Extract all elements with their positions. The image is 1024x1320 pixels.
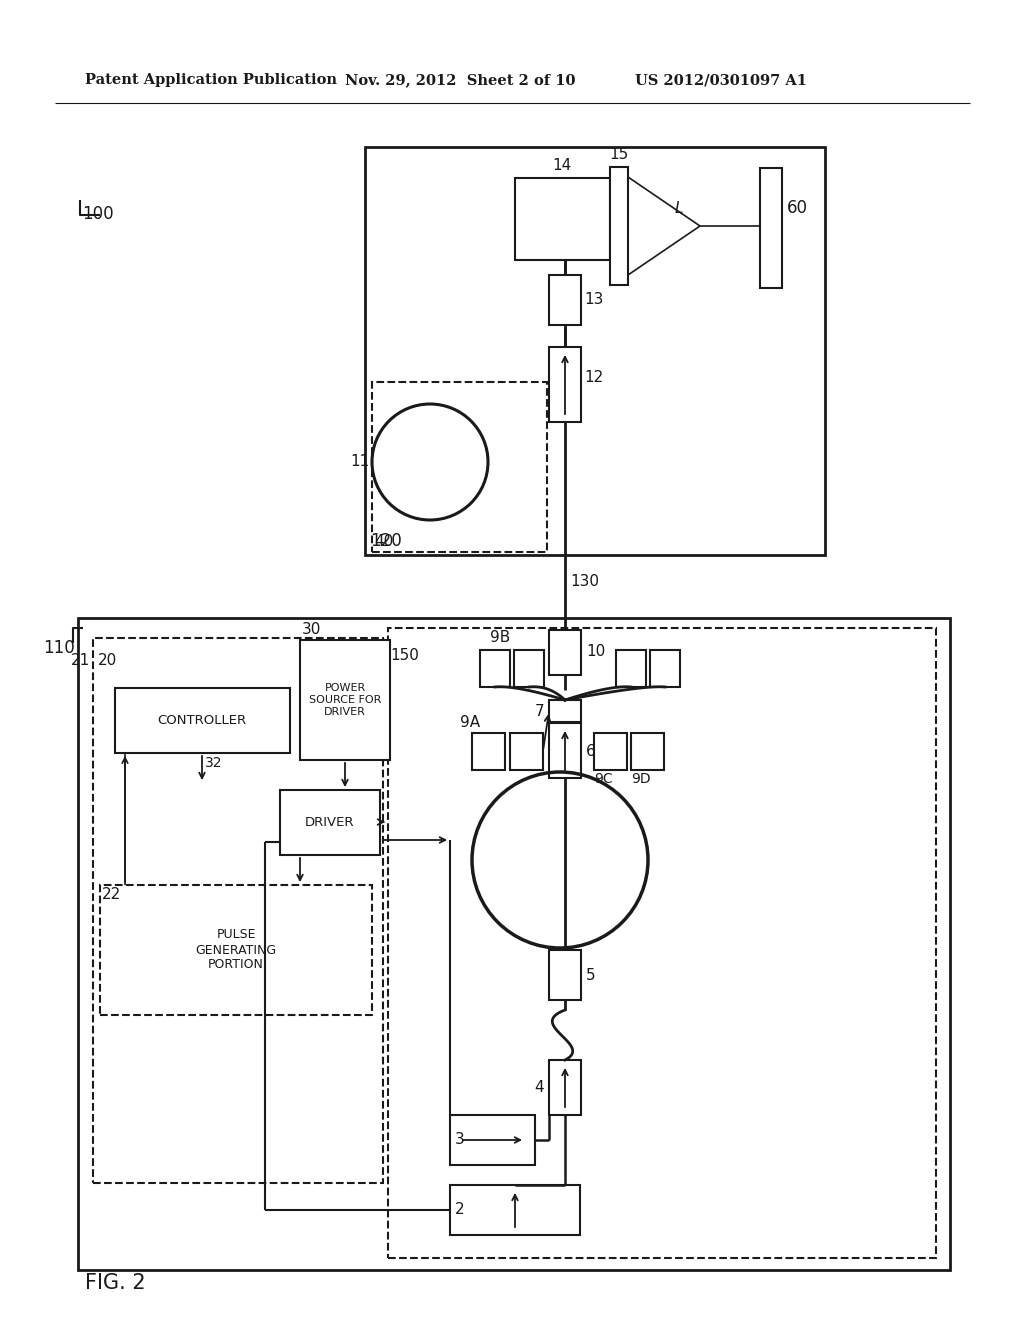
Bar [594, 733, 627, 770]
Text: 13: 13 [584, 293, 603, 308]
Text: 32: 32 [205, 756, 222, 770]
Bar [549, 1060, 581, 1115]
Text: 150: 150 [390, 648, 419, 663]
Text: Nov. 29, 2012  Sheet 2 of 10: Nov. 29, 2012 Sheet 2 of 10 [345, 73, 575, 87]
Text: 9A: 9A [460, 715, 480, 730]
Bar [450, 1115, 535, 1166]
Text: 9B: 9B [490, 630, 510, 645]
Bar [480, 649, 510, 686]
Bar [388, 628, 936, 1258]
Bar [549, 347, 581, 422]
Text: 10: 10 [586, 644, 605, 660]
Text: 3: 3 [455, 1133, 465, 1147]
Text: CONTROLLER: CONTROLLER [158, 714, 247, 726]
Bar [549, 700, 581, 722]
Bar [280, 789, 380, 855]
Text: 11: 11 [351, 454, 370, 470]
Text: 12: 12 [584, 370, 603, 384]
Bar [549, 630, 581, 675]
Bar [610, 168, 628, 285]
Text: Patent Application Publication: Patent Application Publication [85, 73, 337, 87]
Bar [93, 638, 383, 1183]
Text: PULSE
GENERATING
PORTION: PULSE GENERATING PORTION [196, 928, 276, 972]
Bar [549, 950, 581, 1001]
Text: 6: 6 [586, 743, 596, 759]
Bar [760, 168, 782, 288]
Text: 9D: 9D [631, 772, 650, 785]
Bar [510, 733, 543, 770]
Text: 9C: 9C [594, 772, 612, 785]
Bar [631, 733, 664, 770]
Text: 60: 60 [787, 199, 808, 216]
Text: 15: 15 [609, 147, 629, 162]
Bar [515, 178, 610, 260]
Bar [616, 649, 646, 686]
Text: L: L [675, 201, 683, 216]
Bar [472, 733, 505, 770]
Bar [372, 381, 547, 552]
Text: 2: 2 [455, 1203, 465, 1217]
Text: 4: 4 [535, 1081, 544, 1096]
Text: 22: 22 [102, 887, 121, 902]
Bar [100, 884, 372, 1015]
Bar [115, 688, 290, 752]
Bar [450, 1185, 580, 1236]
Text: 110: 110 [43, 639, 75, 657]
Text: 7: 7 [535, 704, 544, 718]
Bar [650, 649, 680, 686]
Text: DRIVER: DRIVER [305, 816, 354, 829]
Text: 40: 40 [374, 535, 393, 549]
Text: 5: 5 [586, 968, 596, 982]
Text: POWER
SOURCE FOR
DRIVER: POWER SOURCE FOR DRIVER [309, 684, 381, 717]
Text: 14: 14 [552, 158, 571, 173]
Text: 120: 120 [370, 532, 401, 550]
Bar [514, 649, 544, 686]
Bar [549, 275, 581, 325]
Bar [78, 618, 950, 1270]
Text: 100: 100 [82, 205, 114, 223]
Bar [549, 723, 581, 777]
Text: 30: 30 [302, 622, 322, 638]
Text: 20: 20 [98, 653, 118, 668]
Text: US 2012/0301097 A1: US 2012/0301097 A1 [635, 73, 807, 87]
Text: 21: 21 [71, 653, 90, 668]
Bar [300, 640, 390, 760]
Text: 130: 130 [570, 574, 599, 590]
Text: FIG. 2: FIG. 2 [85, 1272, 145, 1294]
Bar [365, 147, 825, 554]
